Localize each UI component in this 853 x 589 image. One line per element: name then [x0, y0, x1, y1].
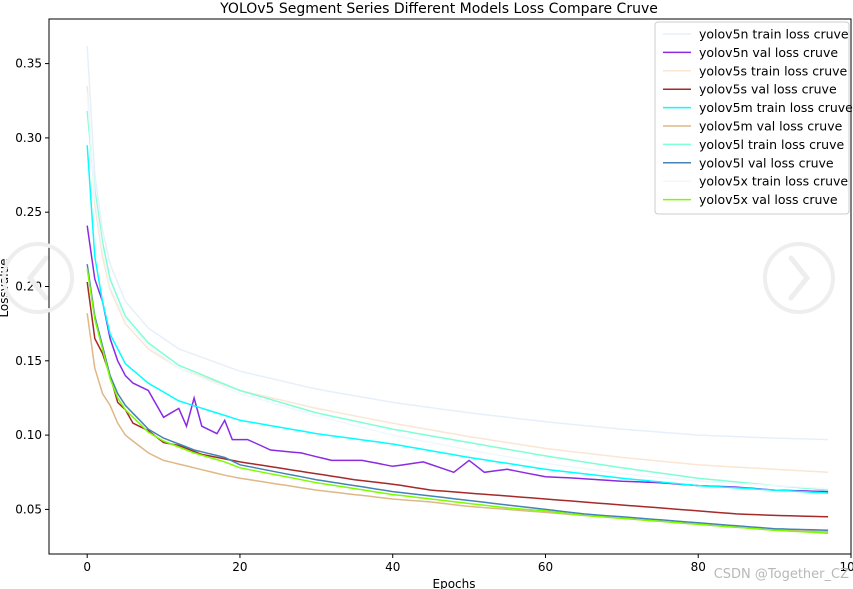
legend-entry: yolov5m train loss cruve	[699, 100, 853, 115]
legend-entry: yolov5n train loss cruve	[699, 27, 849, 42]
x-tick-label: 20	[232, 560, 247, 574]
legend-box	[654, 21, 850, 215]
watermark: CSDN @Together_CZ	[714, 567, 849, 582]
chevron-left-icon	[26, 255, 49, 301]
legend-entry: yolov5n val loss cruve	[699, 45, 838, 60]
series-line-4	[86, 145, 829, 494]
y-tick-label: 0.15	[15, 354, 42, 368]
legend-entry: yolov5x val loss cruve	[699, 192, 838, 207]
series-line-2	[86, 85, 829, 474]
series-line-6	[86, 111, 829, 491]
y-tick-label: 0.35	[15, 57, 42, 71]
legend-entry: yolov5s train loss cruve	[699, 63, 848, 78]
series-line-0	[86, 45, 829, 441]
x-tick-label: 0	[83, 560, 91, 574]
prev-slide-button[interactable]	[2, 242, 74, 314]
legend: yolov5n train loss cruve yolov5n val loss…	[654, 21, 853, 215]
y-tick-label: 0.05	[15, 502, 42, 516]
series-lines	[86, 45, 829, 534]
series-line-3	[86, 281, 829, 518]
x-axis: 0 20 40 60 80 100	[83, 554, 853, 574]
next-slide-button[interactable]	[763, 242, 835, 314]
legend-entry: yolov5x train loss cruve	[699, 174, 848, 189]
y-tick-label: 0.30	[15, 131, 42, 145]
series-line-8	[86, 93, 829, 490]
x-tick-label: 60	[538, 560, 553, 574]
y-tick-label: 0.25	[15, 205, 42, 219]
legend-entry: yolov5l val loss cruve	[699, 155, 834, 170]
legend-entry: yolov5l train loss cruve	[699, 137, 844, 152]
legend-entry: yolov5m val loss cruve	[699, 119, 843, 134]
y-axis: 0.050.100.150.200.250.300.35	[15, 57, 49, 516]
series-line-9	[86, 268, 829, 534]
x-tick-label: 80	[691, 560, 706, 574]
chart-title: YOLOv5 Segment Series Different Models L…	[219, 1, 658, 17]
chevron-right-icon	[788, 255, 811, 301]
x-axis-label: Epochs	[433, 577, 476, 589]
x-tick-label: 40	[385, 560, 400, 574]
x-tick-label: 100	[840, 560, 853, 574]
y-tick-label: 0.10	[15, 428, 42, 442]
legend-entry: yolov5s val loss cruve	[699, 82, 837, 97]
series-line-7	[86, 264, 829, 531]
